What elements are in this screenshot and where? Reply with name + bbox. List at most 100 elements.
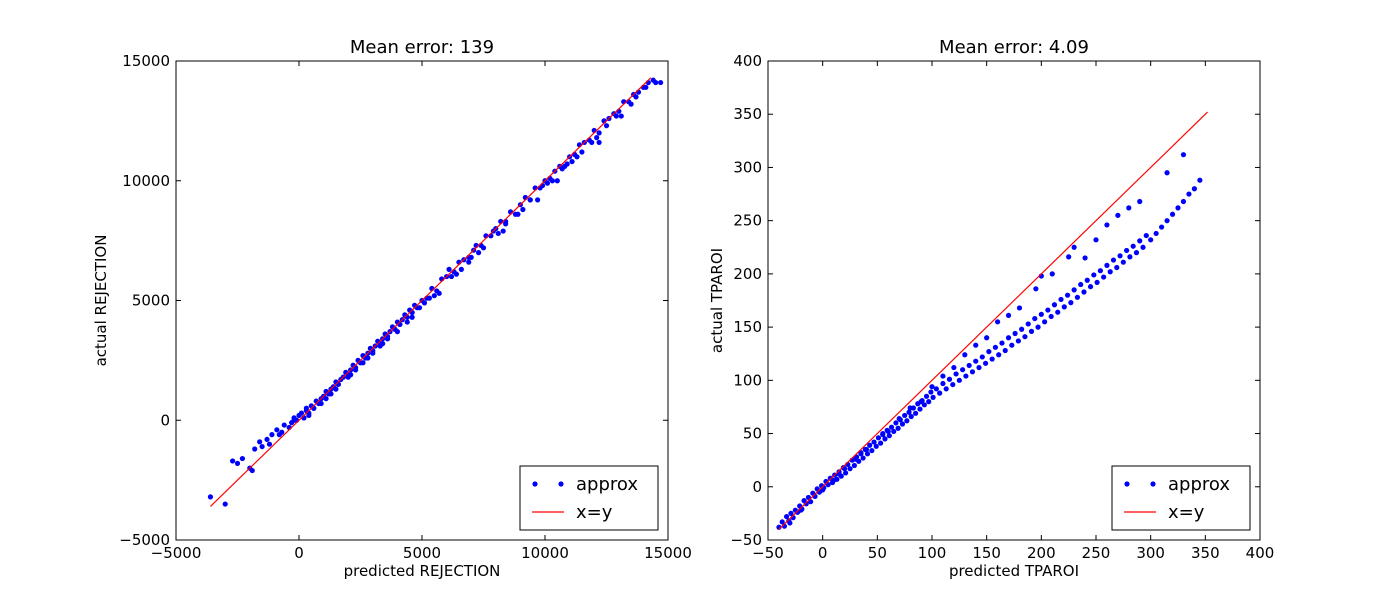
approx-point	[554, 178, 560, 184]
approx-point	[875, 435, 882, 441]
approx-point	[503, 221, 509, 227]
approx-point	[992, 344, 999, 350]
approx-point	[515, 211, 521, 217]
approx-point	[858, 451, 864, 457]
approx-point	[658, 79, 664, 86]
approx-point	[1191, 186, 1197, 192]
approx-point	[940, 380, 946, 387]
approx-point	[1033, 286, 1039, 292]
approx-point	[1114, 264, 1120, 271]
approx-point	[918, 399, 924, 405]
x-tick-label: 250	[1082, 544, 1111, 562]
x-tick-label: 150	[972, 544, 1001, 562]
approx-point	[618, 113, 624, 119]
approx-point	[908, 413, 914, 420]
y-tick-label: 0	[160, 411, 170, 429]
approx-point	[1107, 269, 1113, 275]
x-tick-label: 5000	[403, 544, 441, 562]
x-tick-label: 0	[818, 544, 828, 562]
approx-point	[1015, 338, 1021, 344]
identity-line	[210, 77, 652, 507]
x-tick-label: 200	[1027, 544, 1056, 562]
approx-point	[929, 384, 935, 390]
approx-point	[579, 149, 585, 155]
approx-point	[976, 364, 982, 371]
y-tick-label: 250	[733, 212, 762, 230]
approx-point	[843, 470, 849, 476]
approx-point	[886, 433, 892, 439]
approx-point	[902, 412, 908, 419]
approx-point	[907, 405, 913, 411]
y-axis-label: actual TPAROI	[708, 248, 726, 353]
approx-point	[348, 372, 354, 378]
approx-point	[923, 393, 930, 399]
approx-point	[500, 228, 506, 234]
approx-point	[956, 377, 962, 383]
approx-point	[989, 356, 995, 362]
approx-point	[520, 206, 526, 213]
approx-point	[1133, 250, 1140, 256]
approx-point	[995, 319, 1001, 325]
approx-point	[966, 362, 972, 369]
approx-point	[1137, 238, 1143, 244]
approx-point	[1019, 326, 1025, 332]
approx-point	[1101, 274, 1107, 280]
approx-point	[628, 101, 634, 107]
x-tick-label: 300	[1136, 544, 1165, 562]
approx-point	[1197, 177, 1203, 183]
approx-point	[893, 420, 899, 426]
plot-marks	[207, 77, 664, 507]
approx-point	[1074, 294, 1081, 300]
approx-point	[973, 358, 979, 364]
approx-point	[1005, 312, 1012, 319]
legend-box	[519, 465, 659, 531]
y-tick-label: 400	[733, 52, 762, 70]
approx-point	[783, 513, 790, 520]
x-axis-label: predicted REJECTION	[344, 562, 501, 580]
approx-point	[864, 451, 871, 457]
approx-point	[596, 139, 602, 146]
approx-point	[933, 386, 939, 392]
approx-point	[495, 230, 501, 237]
approx-point	[458, 266, 464, 272]
approx-point	[1049, 271, 1055, 277]
approx-point	[1180, 152, 1187, 158]
approx-point	[603, 123, 610, 129]
y-tick-label: 50	[743, 425, 762, 443]
approx-point	[1117, 253, 1123, 259]
approx-point	[1022, 334, 1028, 340]
x-axis-label: predicted TPAROI	[949, 562, 1079, 580]
approx-point	[291, 417, 297, 423]
approx-point	[574, 154, 580, 160]
approx-point	[888, 424, 895, 430]
y-tick-label: 150	[733, 318, 762, 336]
approx-point	[869, 447, 875, 454]
approx-point	[940, 373, 946, 379]
approx-point	[951, 364, 957, 371]
approx-point	[1025, 321, 1031, 327]
x-tick-label: 100	[918, 544, 947, 562]
legend-approx-marker	[532, 481, 538, 487]
approx-point	[365, 355, 371, 361]
approx-point	[982, 360, 989, 366]
legend-approx-label: approx	[1168, 474, 1230, 495]
approx-point	[986, 348, 992, 355]
y-axis-label: actual REJECTION	[92, 235, 110, 367]
approx-point	[306, 412, 312, 419]
approx-point	[1084, 277, 1090, 283]
x-tick-label: 350	[1191, 544, 1220, 562]
y-tick-label: 300	[733, 158, 762, 176]
y-tick-label: −50	[730, 531, 762, 549]
approx-point	[1082, 255, 1088, 261]
approx-point	[264, 436, 270, 443]
approx-point	[468, 254, 474, 260]
approx-point	[249, 467, 255, 474]
x-tick-label: −5000	[151, 544, 202, 562]
approx-point	[1186, 191, 1192, 197]
approx-point	[1002, 347, 1008, 354]
chart-title: Mean error: 139	[350, 37, 494, 58]
approx-point	[257, 439, 263, 445]
approx-point	[448, 273, 455, 280]
approx-point	[896, 416, 902, 422]
legend-line-label: x=y	[576, 502, 613, 523]
